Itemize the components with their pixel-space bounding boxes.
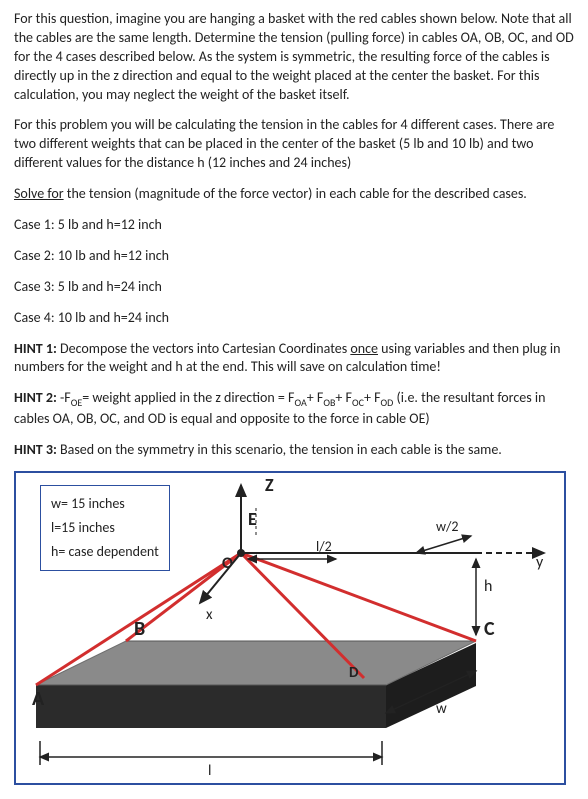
label-D: D [349, 664, 359, 682]
label-y: y [536, 553, 544, 572]
label-w2: w/2 [436, 518, 459, 535]
info-box: w= 15 inches l=15 inches h= case depende… [40, 485, 170, 570]
label-l2: l/2 [316, 538, 332, 555]
info-h: h= case dependent [51, 540, 159, 564]
hint-2-sub3: OB [323, 396, 335, 409]
hint-2-d: + F [335, 389, 352, 406]
intro-paragraph-2: For this problem you will be calculating… [14, 116, 574, 173]
hint-2-sub1: OE [71, 396, 83, 409]
solve-lead: Solve for [14, 185, 64, 202]
label-x: x [206, 606, 213, 624]
diagram-container: w= 15 inches l=15 inches h= case depende… [14, 471, 566, 785]
hint-1-text-a: Decompose the vectors into Cartesian Coo… [57, 340, 351, 357]
hint-1-once: once [350, 340, 378, 357]
label-Z: Z [265, 474, 274, 496]
hint-1: HINT 1: Decompose the vectors into Carte… [14, 340, 574, 378]
hint-2-label: HINT 2: [14, 389, 57, 406]
hint-3-label: HINT 3: [14, 441, 57, 458]
hint-3-text: Based on the symmetry in this scenario, … [57, 441, 502, 458]
basket-front [36, 685, 386, 728]
label-h: h [484, 577, 492, 596]
hint-2-c: + F [307, 389, 324, 406]
info-w: w= 15 inches [51, 492, 159, 516]
hint-2-sub4: OC [352, 396, 364, 409]
case-4: Case 4: 10 lb and h=24 inch [14, 309, 574, 328]
label-O: O [222, 554, 233, 573]
hint-2-e: + F [364, 389, 381, 406]
solve-rest: the tension (magnitude of the force vect… [64, 185, 527, 202]
hint-2-a: -F [57, 389, 71, 406]
hint-3: HINT 3: Based on the symmetry in this sc… [14, 441, 574, 460]
hint-2: HINT 2: -FOE= weight applied in the z di… [14, 389, 574, 428]
hint-1-label: HINT 1: [14, 340, 57, 357]
case-3: Case 3: 5 lb and h=24 inch [14, 278, 574, 297]
point-o [237, 549, 245, 557]
label-A: A [32, 687, 45, 711]
hint-2-sub2: OA [294, 396, 306, 409]
label-C: C [484, 617, 495, 641]
intro-paragraph-1: For this question, imagine you are hangi… [14, 10, 574, 104]
label-l: l [208, 762, 211, 780]
info-l: l=15 inches [51, 516, 159, 540]
solve-line: Solve for the tension (magnitude of the … [14, 185, 574, 204]
dim-w2 [416, 536, 471, 553]
hint-2-sub5: OD [381, 396, 394, 409]
label-w: w [436, 700, 447, 718]
case-2: Case 2: 10 lb and h=12 inch [14, 247, 574, 266]
hint-2-b: = weight applied in the z direction = F [82, 389, 294, 406]
cable-OC [241, 553, 476, 641]
case-1: Case 1: 5 lb and h=12 inch [14, 216, 574, 235]
label-B: B [134, 617, 145, 641]
